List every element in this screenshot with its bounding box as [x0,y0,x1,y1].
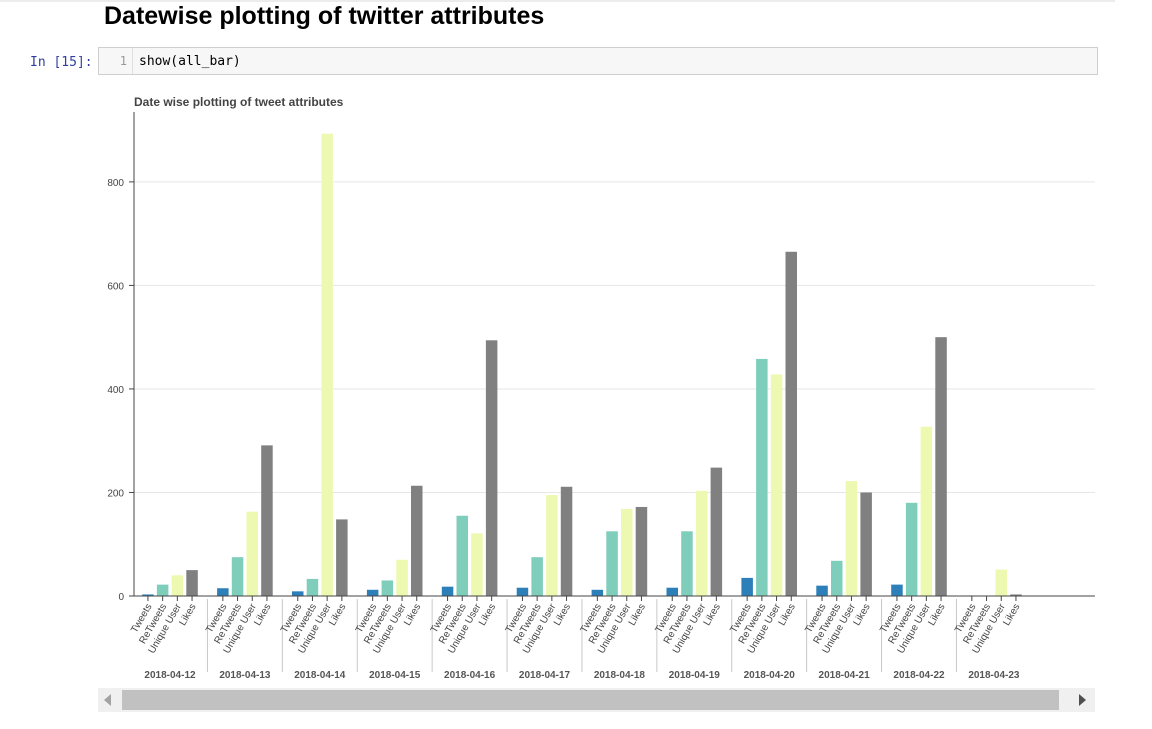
bar [845,481,858,596]
bar [681,531,693,596]
category-label: 2018-04-19 [669,670,721,681]
chart-title: Date wise plotting of tweet attributes [134,95,344,109]
output-area: Date wise plotting of tweet attributes 0… [98,82,1095,712]
code-cell[interactable]: 1 show(all_bar) [98,47,1098,75]
line-number: 1 [99,48,133,74]
bar-chart: Date wise plotting of tweet attributes 0… [107,95,1095,681]
scrollbar-thumb[interactable] [122,690,1059,710]
bar [186,570,198,596]
bar [531,557,543,596]
bar [995,569,1007,596]
bar [171,575,184,596]
scroll-left-icon[interactable] [104,694,111,706]
bar [905,502,918,596]
horizontal-scrollbar[interactable] [98,688,1095,712]
bar [231,557,244,596]
bar [306,578,319,596]
bar [142,594,154,596]
y-tick-label: 800 [107,178,124,189]
bar [366,589,379,596]
category-label: 2018-04-15 [369,670,421,681]
bar [666,587,678,596]
bar [1010,594,1022,596]
bar [935,337,947,596]
bar [441,586,454,596]
category-label: 2018-04-18 [594,670,646,681]
bar [920,426,933,596]
bar [635,506,648,596]
category-label: 2018-04-16 [444,670,496,681]
axes-group [133,112,1095,597]
bar [560,486,573,596]
bar [381,580,394,596]
category-label: 2018-04-22 [893,670,945,681]
bar [396,559,408,596]
scroll-right-icon[interactable] [1079,694,1086,706]
bar [485,340,498,596]
y-tick-label: 400 [107,385,124,396]
y-tick-label: 200 [107,488,124,499]
grid-lines [134,181,1095,493]
category-label: 2018-04-23 [968,670,1020,681]
bar [831,560,843,596]
y-tick-label: 600 [107,281,124,292]
bar [770,374,783,596]
input-prompt: In [15]: [30,55,93,70]
bar [606,531,618,596]
bar [710,467,723,596]
bar [546,495,558,596]
bar [411,485,423,596]
bar [621,509,633,596]
category-label: 2018-04-20 [744,670,796,681]
bar [860,492,872,596]
bar [261,445,273,596]
bar [456,515,468,596]
code-text[interactable]: show(all_bar) [139,54,241,69]
category-label: 2018-04-13 [219,670,271,681]
bar [756,358,768,596]
bar [516,587,529,596]
bar [156,584,169,596]
category-label: 2018-04-17 [519,670,571,681]
bar [741,577,753,596]
bar [471,533,483,596]
bar [292,591,304,596]
category-label: 2018-04-12 [144,670,196,681]
category-label: 2018-04-14 [294,670,346,681]
bar [785,251,797,596]
bar [321,133,333,596]
y-tick-label: 0 [118,592,124,603]
bar [217,588,229,596]
category-label: 2018-04-21 [819,670,871,681]
y-axis-ticks: 0 200 400 600 800 [107,178,134,603]
bar [891,584,903,596]
bar [246,511,258,596]
bar [695,490,708,596]
bars-group [142,133,1022,596]
bar [816,585,828,596]
page-title: Datewise plotting of twitter attributes [104,2,545,30]
bar [336,519,348,596]
top-divider [0,0,1115,2]
bar [591,589,604,596]
